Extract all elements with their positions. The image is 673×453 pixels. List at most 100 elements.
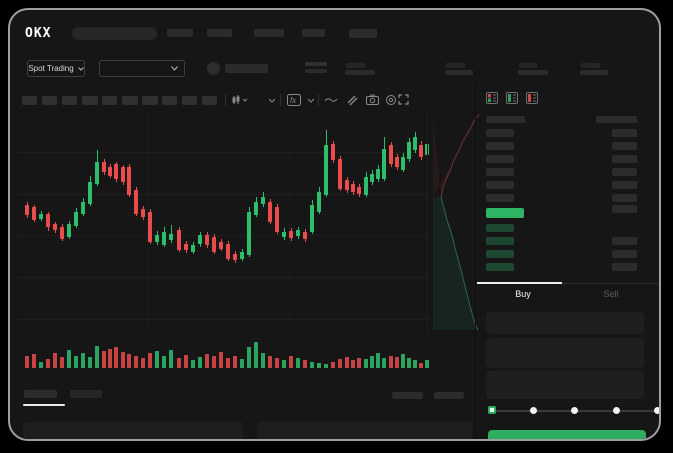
candle xyxy=(254,112,258,332)
app-window: OKX Spot Trading fx xyxy=(8,8,661,441)
slider-stop[interactable] xyxy=(530,407,537,414)
settings-gear-icon[interactable] xyxy=(385,94,397,106)
candle xyxy=(134,112,138,332)
book-asks-icon[interactable] xyxy=(526,92,538,104)
volume-bar xyxy=(324,364,328,368)
slider-stop[interactable] xyxy=(571,407,578,414)
book-bids-icon[interactable] xyxy=(506,92,518,104)
ask-row-price[interactable] xyxy=(486,181,514,189)
candle xyxy=(32,112,36,332)
tab-sell[interactable]: Sell xyxy=(603,289,619,299)
volume-bar xyxy=(53,353,57,368)
stat-value-placeholder xyxy=(345,70,375,75)
interval-button[interactable] xyxy=(162,96,177,105)
volume-bar xyxy=(419,363,423,368)
candle xyxy=(389,112,393,332)
candle-body xyxy=(32,207,36,220)
interval-button[interactable] xyxy=(22,96,37,105)
candle-body xyxy=(240,252,244,259)
nav-item[interactable] xyxy=(254,29,284,37)
interval-button[interactable] xyxy=(42,96,57,105)
interval-button[interactable] xyxy=(182,96,197,105)
candle-body xyxy=(401,157,405,170)
candle xyxy=(81,112,85,332)
volume-bar xyxy=(141,358,145,368)
nav-item[interactable] xyxy=(349,29,377,38)
candle-body xyxy=(345,180,349,190)
indicator-fx-icon[interactable]: fx xyxy=(287,94,301,106)
ask-row-price[interactable] xyxy=(486,194,514,202)
volume-bar xyxy=(395,357,399,368)
active-tab-underline xyxy=(23,404,65,406)
candle xyxy=(345,112,349,332)
candle-body xyxy=(233,254,237,260)
ask-row-price[interactable] xyxy=(486,168,514,176)
orders-tab[interactable] xyxy=(70,390,102,398)
chevron-down-icon[interactable] xyxy=(268,98,276,103)
total-input[interactable] xyxy=(486,371,644,399)
last-price-indicator xyxy=(486,208,524,218)
market-type-dropdown[interactable]: Spot Trading xyxy=(27,60,85,77)
buy-button[interactable] xyxy=(488,430,646,439)
volume-bar xyxy=(74,356,78,368)
amount-input[interactable] xyxy=(486,338,644,368)
candlestick-chart[interactable] xyxy=(17,112,429,332)
ask-row-amount xyxy=(612,155,637,163)
fullscreen-icon[interactable] xyxy=(398,94,409,105)
candle xyxy=(310,112,314,332)
candle-type-icon[interactable] xyxy=(232,94,248,106)
candle xyxy=(331,112,335,332)
volume-bar xyxy=(364,359,368,368)
candle xyxy=(67,112,71,332)
volume-bar xyxy=(331,362,335,368)
interval-button[interactable] xyxy=(82,96,98,105)
volume-bar xyxy=(212,356,216,368)
bid-row-price[interactable] xyxy=(486,263,514,271)
interval-button[interactable] xyxy=(62,96,77,105)
orders-tab-active[interactable] xyxy=(24,390,57,398)
book-combined-icon[interactable] xyxy=(486,92,498,104)
tab-buy[interactable]: Buy xyxy=(515,289,531,299)
price-input[interactable] xyxy=(486,312,644,334)
search-input[interactable] xyxy=(72,27,157,40)
orders-filter[interactable] xyxy=(392,392,423,399)
stat-value-placeholder xyxy=(580,70,608,75)
candle-body xyxy=(67,224,71,237)
interval-button[interactable] xyxy=(142,96,158,105)
bid-row-price[interactable] xyxy=(486,250,514,258)
depth-svg xyxy=(433,113,480,331)
nav-item[interactable] xyxy=(302,29,325,37)
candle-body xyxy=(74,212,78,226)
interval-button[interactable] xyxy=(102,96,117,105)
candle-body xyxy=(247,212,251,255)
ask-row-price[interactable] xyxy=(486,155,514,163)
wave-line-icon[interactable] xyxy=(324,96,338,104)
candle xyxy=(155,112,159,332)
parallel-lines-icon[interactable] xyxy=(346,94,358,106)
nav-item[interactable] xyxy=(167,29,193,37)
orders-panel-left xyxy=(23,422,243,439)
volume-bar xyxy=(114,347,118,368)
chevron-down-icon[interactable] xyxy=(307,98,315,103)
candle xyxy=(275,112,279,332)
slider-handle[interactable] xyxy=(488,406,496,414)
slider-stop[interactable] xyxy=(654,407,659,414)
camera-icon[interactable] xyxy=(366,94,379,105)
ask-row-price[interactable] xyxy=(486,142,514,150)
orders-filter[interactable] xyxy=(434,392,464,399)
volume-bar xyxy=(169,350,173,368)
candle xyxy=(289,112,293,332)
ask-row-amount xyxy=(612,168,637,176)
ask-row-price[interactable] xyxy=(486,129,514,137)
candle xyxy=(233,112,237,332)
nav-item[interactable] xyxy=(207,29,232,37)
volume-bar xyxy=(198,357,202,368)
bid-row-price[interactable] xyxy=(486,224,514,232)
ask-row-amount xyxy=(612,129,637,137)
interval-button[interactable] xyxy=(122,96,138,105)
volume-bar xyxy=(108,349,112,368)
slider-stop[interactable] xyxy=(613,407,620,414)
interval-button[interactable] xyxy=(202,96,217,105)
bid-row-price[interactable] xyxy=(486,237,514,245)
pair-selector-dropdown[interactable] xyxy=(99,60,185,77)
